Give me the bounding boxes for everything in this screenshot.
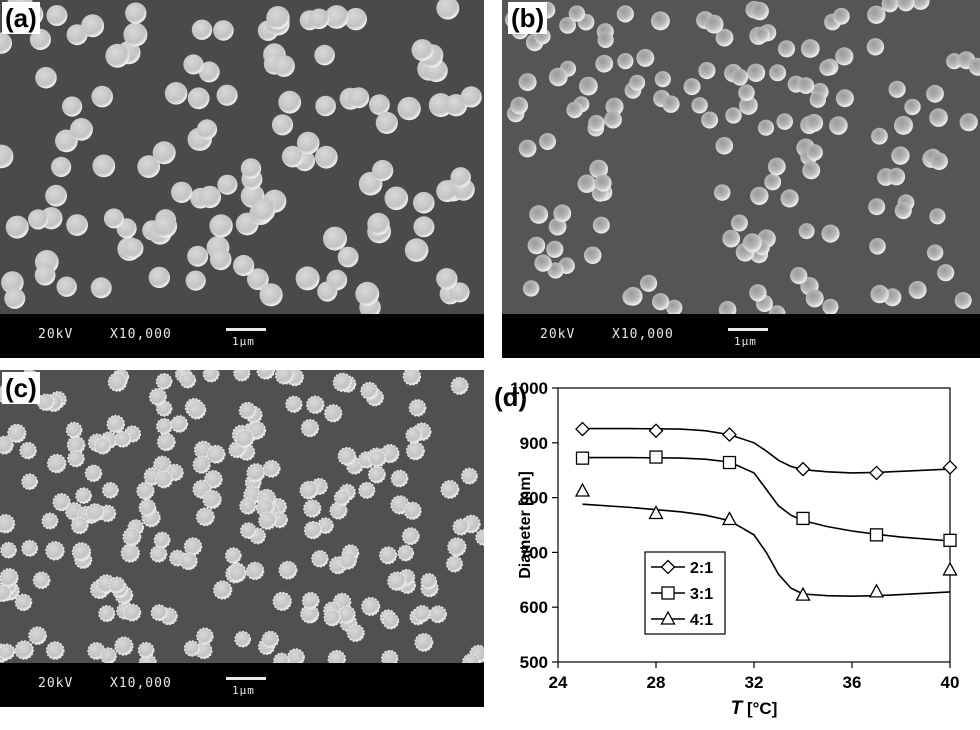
data-point-3-1 <box>722 455 737 470</box>
y-tick-label: 1000 <box>510 379 548 398</box>
sem-databar-b: 20kV X10,000 1μm <box>502 314 980 358</box>
sem-databar-c: 20kV X10,000 1μm <box>0 663 484 707</box>
particle-layer <box>0 370 484 663</box>
x-tick-label: 36 <box>843 673 862 692</box>
data-point-2-1 <box>575 421 590 437</box>
panel-label-d: (d) <box>494 382 527 412</box>
legend-label: 4:1 <box>690 612 713 629</box>
scale-bar <box>226 677 266 680</box>
x-tick-label: 32 <box>745 673 764 692</box>
data-point-3-1 <box>575 451 590 465</box>
voltage-label: 20kV <box>38 676 74 691</box>
particle-layer <box>505 0 980 314</box>
data-point-2-1 <box>648 423 664 439</box>
x-tick-label: 24 <box>549 673 568 692</box>
voltage-label: 20kV <box>540 327 576 342</box>
panel-label-b: (b) <box>508 2 548 34</box>
data-point-4-1 <box>868 583 885 598</box>
fit-curve-2 <box>582 456 951 542</box>
y-tick-label: 500 <box>520 653 548 672</box>
particle-layer <box>0 0 482 314</box>
fit-curve-3 <box>582 503 951 598</box>
sem-databar-a: 20kV X10,000 1μm <box>0 314 484 358</box>
data-point-4-1 <box>648 505 664 520</box>
y-tick-label: 600 <box>520 598 548 617</box>
data-point-2-1 <box>942 460 958 475</box>
fit-curve-1 <box>582 427 951 474</box>
sem-image-c <box>0 370 484 663</box>
magnification-label: X10,000 <box>110 327 172 342</box>
sem-image-b <box>505 0 980 314</box>
sem-panel-b: 20kV X10,000 1μm (b) <box>502 0 980 358</box>
scale-bar <box>728 328 768 331</box>
legend-label: 2:1 <box>690 560 713 577</box>
x-tick-label: 40 <box>941 673 960 692</box>
panel-label-c: (c) <box>2 372 40 404</box>
diameter-chart: (d) 500 600 700 800 900 1000 24 28 32 36 40 Diamete… <box>494 379 960 719</box>
y-tick-label: 900 <box>520 434 548 453</box>
legend-marker <box>661 586 675 600</box>
magnification-label: X10,000 <box>110 676 172 691</box>
chart-legend: 2:1 3:1 4:1 <box>644 551 726 635</box>
legend-marker <box>660 610 676 625</box>
sem-panel-c: 20kV X10,000 1μm (c) <box>0 370 484 707</box>
data-point-3-1 <box>796 511 810 526</box>
magnification-label: X10,000 <box>612 327 674 342</box>
data-point-3-1 <box>869 528 884 542</box>
data-point-4-1 <box>721 511 738 526</box>
data-point-3-1 <box>943 533 957 547</box>
data-point-2-1 <box>795 461 811 477</box>
data-point-2-1 <box>722 427 737 442</box>
scale-bar <box>226 328 266 331</box>
scale-label: 1μm <box>232 684 255 697</box>
data-point-2-1 <box>869 465 884 481</box>
legend-label: 3:1 <box>690 586 713 603</box>
panel-label-a: (a) <box>2 2 40 34</box>
y-axis-label: Diameter [nm] <box>517 471 534 579</box>
sem-panel-a: 20kV X10,000 1μm (a) <box>0 0 484 358</box>
voltage-label: 20kV <box>38 327 74 342</box>
data-point-4-1 <box>795 586 811 601</box>
y-tick-label: 800 <box>520 489 548 508</box>
x-tick-label: 28 <box>647 673 666 692</box>
scale-label: 1μm <box>734 335 757 348</box>
y-tick-label: 700 <box>520 543 548 562</box>
data-point-4-1 <box>942 561 958 576</box>
scale-label: 1μm <box>232 335 255 348</box>
legend-marker <box>660 559 676 575</box>
sem-image-a <box>0 0 482 314</box>
data-point-3-1 <box>649 450 663 464</box>
x-axis-label: T [°C] <box>731 698 778 719</box>
data-point-4-1 <box>574 482 591 497</box>
